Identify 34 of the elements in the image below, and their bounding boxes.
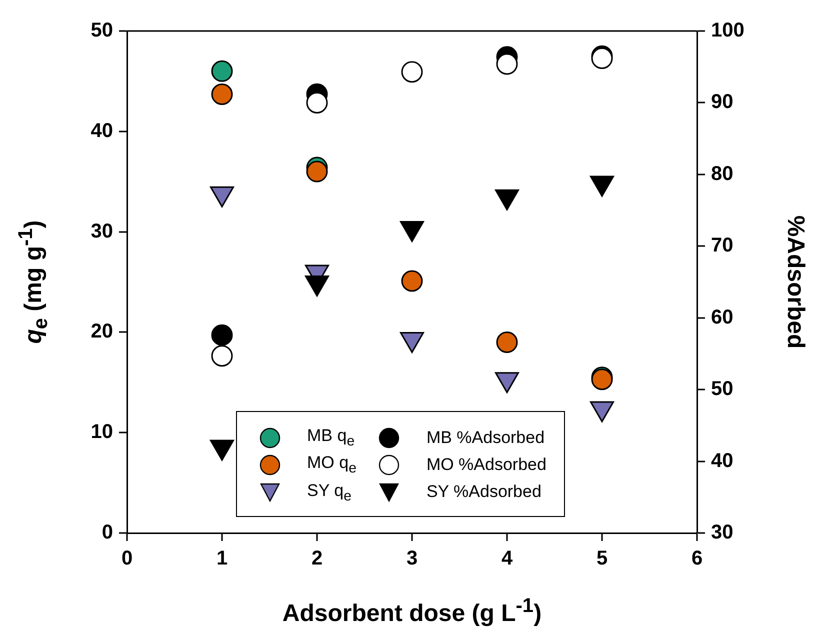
y-tick-label: 40: [90, 120, 113, 142]
legend-label: MO q$_{e}$: [307, 453, 356, 477]
y-tick-label: 0: [102, 522, 113, 544]
y2-tick-label: 40: [711, 450, 734, 472]
y2-tick-label: 70: [711, 234, 734, 257]
point: [401, 270, 423, 292]
x-axis-title: Adsorbent dose (g L$^{-1}$): [282, 595, 542, 628]
y2-tick-label: 80: [711, 162, 734, 185]
y-tick-label: 20: [90, 320, 113, 343]
x-tick-label: 4: [501, 548, 514, 570]
y2-tick-label: 60: [711, 306, 734, 328]
legend-label: SY q$_{e}$: [307, 480, 352, 504]
point: [496, 331, 518, 353]
x-tick-label: 6: [691, 548, 703, 570]
point: [211, 84, 233, 105]
x-tick-label: 5: [596, 548, 608, 570]
y2-tick-label: 90: [711, 91, 734, 114]
point: [211, 60, 233, 82]
y2-axis-title: %Adsorbed: [781, 215, 809, 349]
legend-label: MB %Adsorbed: [426, 428, 545, 448]
x-tick-label: 2: [311, 548, 323, 570]
y2-tick-label: 100: [711, 20, 744, 42]
point: [306, 160, 328, 182]
legend-label: MO %Adsorbed: [426, 455, 546, 476]
y2-tick-label: 30: [711, 522, 734, 544]
legend-label: MB q$_{e}$: [307, 426, 355, 450]
y-tick-label: 50: [90, 20, 113, 42]
x-tick-label: 3: [406, 548, 418, 570]
y-tick-label: 10: [90, 421, 113, 444]
y2-tick-label: 50: [711, 378, 734, 400]
y-tick-label: 30: [90, 220, 113, 242]
x-tick-label: 0: [121, 548, 133, 570]
x-tick-label: 1: [216, 548, 228, 570]
legend-label: SY %Adsorbed: [426, 482, 542, 502]
